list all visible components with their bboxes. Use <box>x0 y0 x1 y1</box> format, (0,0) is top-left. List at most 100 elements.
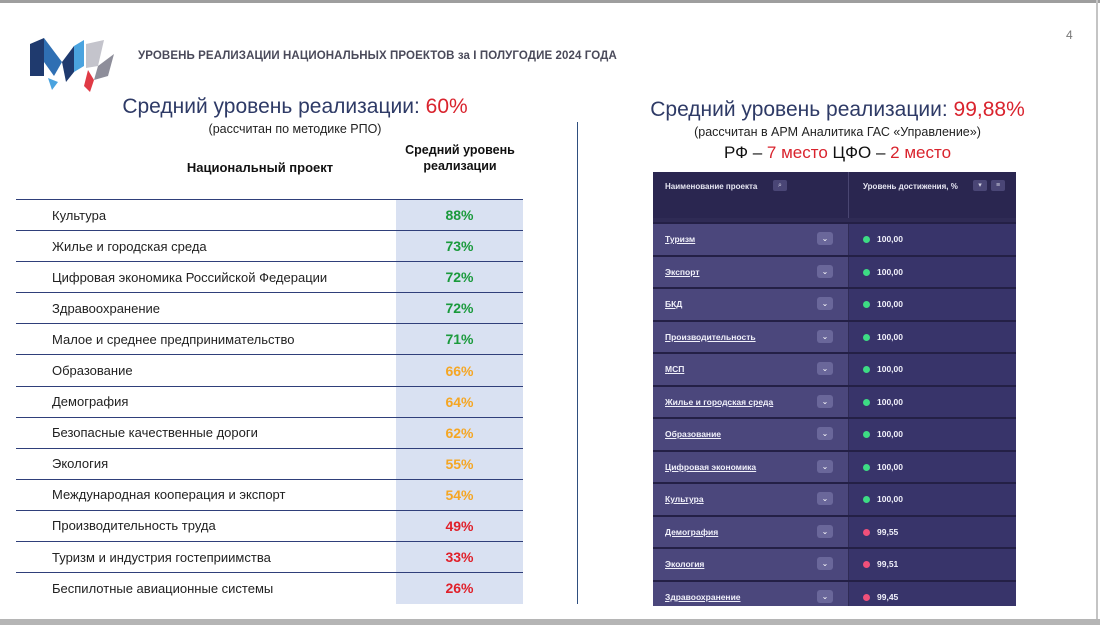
dashboard-cell-level <box>849 451 1016 483</box>
rank-prefix: РФ – <box>723 143 763 162</box>
slide-title: УРОВЕНЬ РЕАЛИЗАЦИИ НАЦИОНАЛЬНЫХ ПРОЕКТОВ… <box>138 50 617 62</box>
dashboard-level-value: 100,00 <box>877 266 903 277</box>
dashboard-level-value: 100,00 <box>877 396 903 407</box>
status-dot <box>863 561 870 568</box>
rank-rf: 7 место <box>766 143 828 162</box>
dashboard-cell-name <box>653 581 848 606</box>
project-name: Туризм и индустрия гостеприимства <box>52 549 271 565</box>
dashboard-cell-name <box>653 451 848 483</box>
dashboard-project-link[interactable]: Культура <box>665 494 704 504</box>
dashboard-project-link[interactable]: Туризм <box>665 234 696 244</box>
dashboard-project-link[interactable]: Демография <box>665 526 719 537</box>
search-icon[interactable]: ⌕ <box>773 180 787 191</box>
chevron-down-icon[interactable]: ⌄ <box>817 459 833 473</box>
dashboard-cell-level <box>849 484 1016 515</box>
dashboard-row: МСП ⌄ 100,00 <box>653 352 1016 385</box>
projects-table: Культура 88% Жилье и городская среда 73% Циф… <box>16 199 523 603</box>
project-level: 66% <box>445 362 474 379</box>
dashboard-cell-level <box>849 386 1016 418</box>
project-level: 55% <box>445 455 474 472</box>
status-dot <box>863 593 870 601</box>
dashboard-project-link[interactable]: Цифровая экономика <box>665 461 757 472</box>
dashboard-cell-name <box>653 354 848 385</box>
dashboard-cell-level <box>849 321 1016 353</box>
table-row: Беспилотные авиационные системы 26% <box>16 572 523 603</box>
project-level: 64% <box>445 393 474 410</box>
dashboard-row: Цифровая экономика ⌄ 100,00 <box>653 449 1016 483</box>
table-row: Образование 66% <box>16 354 523 385</box>
page-number: 4 <box>1066 28 1073 42</box>
status-dot <box>863 496 870 503</box>
left-subheading: (рассчитан по методике РПО) <box>208 122 382 136</box>
dashboard-col-level: Уровень достижения, % <box>863 182 958 191</box>
dashboard-col-name: Наименование проекта <box>665 182 758 191</box>
dashboard-level-value: 99,55 <box>877 526 899 537</box>
project-level: 26% <box>445 580 474 597</box>
dashboard-cell-name <box>653 224 848 255</box>
project-name: Международная кооперация и экспорт <box>52 487 286 503</box>
chevron-down-icon[interactable]: ⌄ <box>817 557 833 570</box>
frame-top-border <box>0 0 1100 3</box>
chevron-down-icon[interactable]: ⌄ <box>817 524 833 538</box>
dashboard-row: БКД ⌄ 100,00 <box>653 287 1016 320</box>
dashboard-row: Экспорт ⌄ 100,00 <box>653 254 1016 288</box>
table-row: Цифровая экономика Российской Федерации 7… <box>16 261 523 292</box>
dashboard-project-link[interactable]: Жилье и городская среда <box>665 396 774 407</box>
rank-mid: ЦФО – <box>832 143 886 162</box>
left-heading-value: 60% <box>425 95 468 118</box>
table-row: Малое и среднее предпринимательство 71% <box>16 323 523 354</box>
column-header-level: Средний уровень реализации <box>405 143 515 173</box>
dashboard-project-link[interactable]: Производительность <box>665 331 756 342</box>
dashboard-cell-level <box>849 516 1016 548</box>
right-heading-text: Средний уровень реализации: <box>650 98 948 121</box>
chevron-down-icon[interactable]: ⌄ <box>817 329 833 343</box>
dashboard-project-link[interactable]: Экология <box>665 559 705 569</box>
chevron-down-icon[interactable]: ▾ <box>973 180 987 191</box>
project-name: Экология <box>52 456 109 472</box>
left-heading: Средний уровень реализации: 60% <box>60 95 530 119</box>
table-row: Демография 64% <box>16 385 523 417</box>
dashboard-cell-name <box>653 484 848 515</box>
chevron-down-icon[interactable]: ⌄ <box>817 394 833 408</box>
chevron-down-icon[interactable]: ⌄ <box>817 232 833 245</box>
dashboard-project-link[interactable]: Здравоохранение <box>665 591 741 602</box>
status-dot <box>863 398 870 406</box>
dashboard-project-link[interactable]: БКД <box>665 299 683 309</box>
chevron-down-icon[interactable]: ⌄ <box>817 264 833 278</box>
project-level: 62% <box>445 424 474 441</box>
dashboard-row: Производительность ⌄ 100,00 <box>653 319 1016 353</box>
project-name: Жилье и городская среда <box>52 238 207 254</box>
dashboard-level-value: 100,00 <box>877 234 903 244</box>
project-name: Демография <box>52 394 129 410</box>
dashboard-project-link[interactable]: МСП <box>665 364 685 374</box>
project-name: Образование <box>52 363 133 379</box>
sort-icon[interactable]: ≡ <box>991 180 1005 191</box>
table-row: Безопасные качественные дороги 62% <box>16 416 523 448</box>
project-name: Цифровая экономика Российской Федерации <box>52 269 328 285</box>
chevron-down-icon[interactable]: ⌄ <box>817 427 833 440</box>
dashboard-level-value: 99,51 <box>877 559 899 569</box>
project-level: 49% <box>445 517 474 534</box>
dashboard-level-value: 100,00 <box>877 299 903 309</box>
dashboard-cell-name <box>653 289 848 320</box>
dashboard-project-link[interactable]: Экспорт <box>665 266 700 277</box>
dashboard-project-link[interactable]: Образование <box>665 429 722 439</box>
project-name: Беспилотные авиационные системы <box>52 580 274 596</box>
dashboard-row: Туризм ⌄ 100,00 <box>653 222 1016 255</box>
table-row: Экология 55% <box>16 447 523 479</box>
project-level: 54% <box>445 486 474 503</box>
left-heading-text: Средний уровень реализации: <box>122 95 420 118</box>
dashboard-cell-name <box>653 386 848 418</box>
rank-line: РФ – 7 место ЦФО – 2 место <box>600 143 1075 163</box>
project-level: 33% <box>445 549 474 566</box>
chevron-down-icon[interactable]: ⌄ <box>817 589 833 603</box>
chevron-down-icon[interactable]: ⌄ <box>817 297 833 310</box>
dashboard-cell-name <box>653 516 848 548</box>
dashboard-cell-level <box>849 289 1016 320</box>
chevron-down-icon[interactable]: ⌄ <box>817 492 833 505</box>
dashboard-level-value: 100,00 <box>877 461 903 472</box>
level-column-background <box>396 199 523 604</box>
chevron-down-icon[interactable]: ⌄ <box>817 362 833 375</box>
dashboard-cell-name <box>653 419 848 450</box>
right-heading: Средний уровень реализации: 99,88% <box>600 98 1075 122</box>
